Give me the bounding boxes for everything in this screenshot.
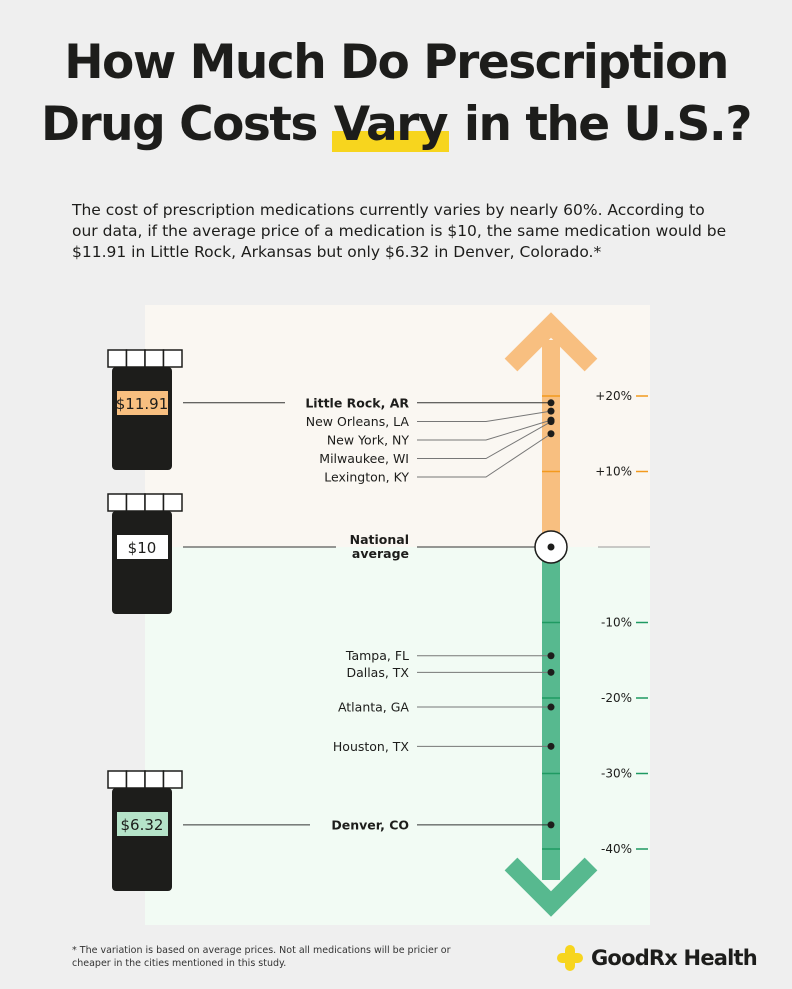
subtitle: The cost of prescription medications cur… <box>72 201 727 261</box>
national-average-dot <box>547 543 555 551</box>
price-label: $6.32 <box>121 816 164 834</box>
price-label: $11.91 <box>116 395 169 413</box>
below-average-panel <box>145 547 650 925</box>
page-title: How Much Do Prescription Drug Costs Vary… <box>0 32 792 156</box>
city-label: Atlanta, GA <box>338 700 409 715</box>
down-arrow-shaft <box>542 547 560 880</box>
tick-label: -40% <box>601 842 632 856</box>
bottle-cap-segment <box>162 493 183 512</box>
city-label: New Orleans, LA <box>306 414 410 429</box>
bottle-cap-segment <box>107 349 128 368</box>
data-point <box>547 399 555 407</box>
brand-name: GoodRx Health <box>591 946 758 970</box>
city-label: Tampa, FL <box>345 648 409 663</box>
footnote: * The variation is based on average pric… <box>72 945 451 969</box>
leader-line <box>417 433 552 478</box>
title-highlight: Vary <box>331 97 450 152</box>
data-point <box>547 430 555 438</box>
data-point <box>547 703 555 711</box>
city-label: Dallas, TX <box>346 665 409 680</box>
bottle-cap-segment <box>144 349 165 368</box>
pill-bottle: $10 <box>107 493 183 614</box>
price-label-bg <box>117 812 168 836</box>
bottle-cap-segment <box>125 770 146 789</box>
goodrx-plus-icon <box>557 945 583 971</box>
national-average-label: National <box>350 532 409 547</box>
price-label: $10 <box>128 539 157 557</box>
national-average-label-2: average <box>352 546 409 561</box>
down-arrow-head <box>504 857 598 917</box>
title-line-2: Drug Costs <box>40 97 332 152</box>
goodrx-logo: GoodRx Health <box>557 945 758 971</box>
pill-bottle: $11.91 <box>107 349 183 470</box>
data-point <box>547 407 555 415</box>
data-point <box>547 418 555 426</box>
bottle-cap-segment <box>162 349 183 368</box>
tick-label: +20% <box>595 389 632 403</box>
city-label: Little Rock, AR <box>305 396 409 411</box>
tick-label: -10% <box>601 616 632 630</box>
bottle-cap-segment <box>144 493 165 512</box>
leader-line <box>417 419 552 441</box>
bottle-cap-segment <box>144 770 165 789</box>
tick-label: +10% <box>595 465 632 479</box>
data-point <box>547 821 555 829</box>
bottle-cap-segment <box>107 493 128 512</box>
price-label-bg <box>117 535 168 559</box>
title-line-1: How Much Do Prescription <box>64 35 729 90</box>
city-label: New York, NY <box>327 433 410 448</box>
leader-line <box>417 421 552 459</box>
tick-label: -20% <box>601 691 632 705</box>
bottle-body <box>112 367 172 470</box>
tick-label: -30% <box>601 767 632 781</box>
data-point <box>547 668 555 676</box>
bottle-cap-segment <box>125 493 146 512</box>
title-line-2-end: in the U.S.? <box>449 97 753 152</box>
up-arrow-head <box>504 312 598 372</box>
city-label: Milwaukee, WI <box>319 451 409 466</box>
bottle-cap-segment <box>162 770 183 789</box>
price-label-bg <box>117 391 168 415</box>
data-point <box>547 742 555 750</box>
bottle-body <box>112 511 172 614</box>
bottle-cap-segment <box>107 770 128 789</box>
up-arrow-shaft <box>542 340 560 547</box>
data-point <box>547 652 555 660</box>
city-label: Lexington, KY <box>324 470 409 485</box>
city-label: Houston, TX <box>333 739 410 754</box>
bottle-cap-segment <box>125 349 146 368</box>
leader-line <box>417 410 552 422</box>
pill-bottle: $6.32 <box>107 770 183 891</box>
city-label: Denver, CO <box>331 817 409 832</box>
bottle-body <box>112 788 172 891</box>
